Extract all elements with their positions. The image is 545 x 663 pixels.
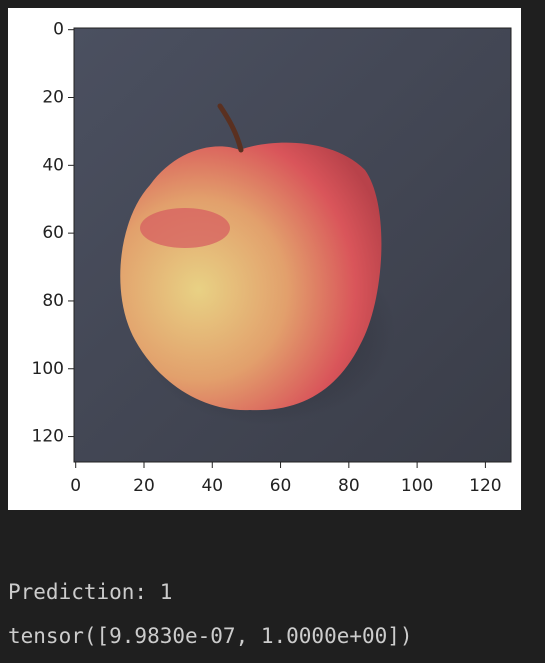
- apple-blush: [140, 208, 230, 248]
- y-tick-label: 20: [42, 88, 64, 108]
- y-tick-label: 120: [32, 427, 64, 447]
- output-line: tensor([9.9830e-07, 1.0000e+00]): [8, 624, 413, 648]
- y-tick-label: 80: [42, 291, 64, 311]
- x-tick-label: 20: [133, 476, 155, 496]
- y-tick-label: 40: [42, 155, 64, 175]
- apple-stem: [217, 103, 244, 153]
- image: [74, 28, 511, 462]
- y-tick-label: 0: [53, 20, 64, 40]
- axes-frame: [73, 27, 512, 463]
- apple: [120, 142, 382, 411]
- x-tick-label: 40: [201, 476, 223, 496]
- x-tick-label: 60: [270, 476, 292, 496]
- x-tick-label: 80: [338, 476, 360, 496]
- y-tick-label: 100: [32, 359, 64, 379]
- x-tick-label: 120: [469, 476, 501, 496]
- output-line: Prediction: 1: [8, 580, 172, 604]
- x-tick-label: 100: [401, 476, 433, 496]
- x-tick-label: 0: [70, 476, 81, 496]
- y-tick-label: 60: [42, 223, 64, 243]
